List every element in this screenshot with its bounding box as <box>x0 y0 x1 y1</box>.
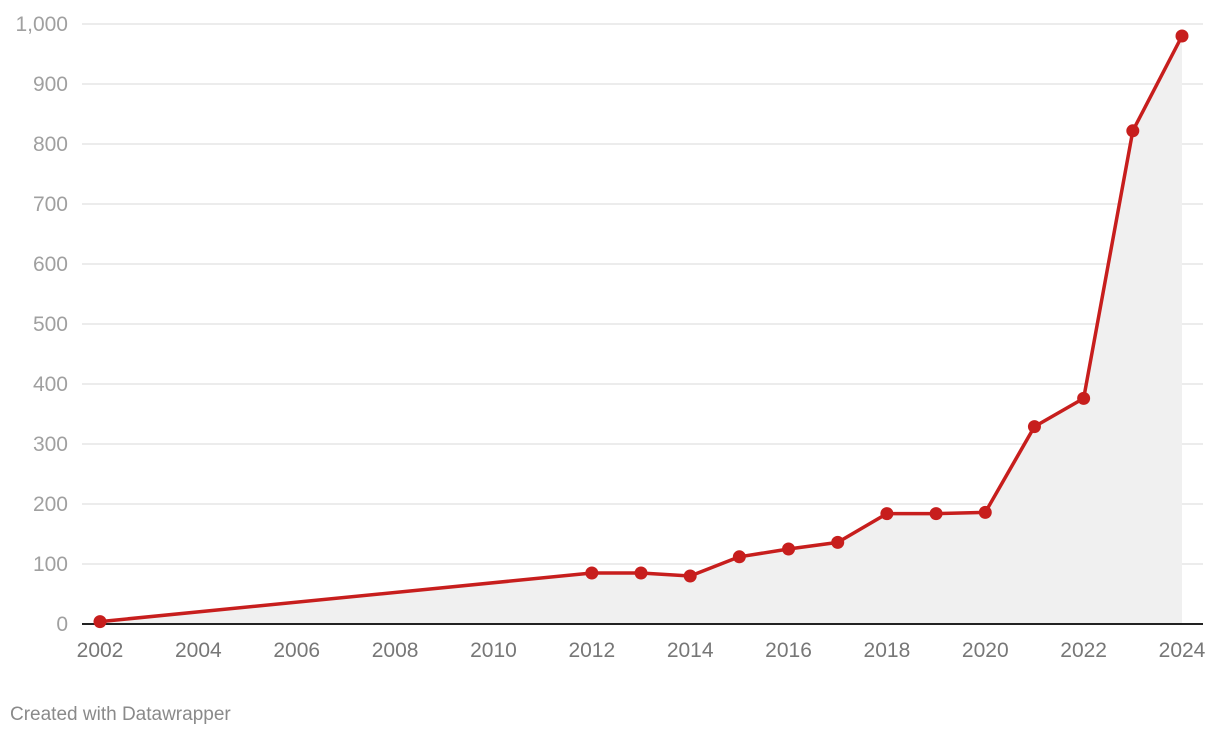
data-point-2023[interactable] <box>1126 124 1140 138</box>
x-tick-label-2002: 2002 <box>77 639 124 662</box>
data-point-2018[interactable] <box>880 507 894 521</box>
x-tick-label-2022: 2022 <box>1060 639 1107 662</box>
x-tick-label-2008: 2008 <box>372 639 419 662</box>
y-tick-label-900: 900 <box>33 73 68 96</box>
x-axis-labels: 2002 2004 2006 2008 2010 2012 2014 2016 2018 2020… <box>77 639 1206 662</box>
x-tick-label-2004: 2004 <box>175 639 222 662</box>
data-point-2012[interactable] <box>585 566 599 580</box>
data-point-2022[interactable] <box>1077 391 1091 405</box>
data-points <box>93 29 1189 629</box>
series-line <box>98 34 1184 624</box>
x-tick-label-2020: 2020 <box>962 639 1009 662</box>
data-point-2021[interactable] <box>1027 420 1041 434</box>
data-point-2017[interactable] <box>831 535 845 549</box>
x-tick-label-2024: 2024 <box>1159 639 1206 662</box>
y-tick-label-600: 600 <box>33 253 68 276</box>
grid-lines <box>82 23 1203 565</box>
data-point-2014[interactable] <box>683 569 697 583</box>
y-tick-label-300: 300 <box>33 433 68 456</box>
x-tick-label-2014: 2014 <box>667 639 714 662</box>
data-point-2013[interactable] <box>634 566 648 580</box>
y-tick-label-500: 500 <box>33 313 68 336</box>
data-point-2002[interactable] <box>93 615 107 629</box>
x-tick-label-2012: 2012 <box>568 639 615 662</box>
series-area-0 <box>100 36 1182 624</box>
y-tick-label-700: 700 <box>33 193 68 216</box>
y-tick-label-800: 800 <box>33 133 68 156</box>
data-point-2015[interactable] <box>732 550 746 564</box>
data-point-2020[interactable] <box>978 505 992 519</box>
data-point-2016[interactable] <box>782 542 796 556</box>
y-tick-label-1000: 1,000 <box>15 13 68 36</box>
footer-credit[interactable]: Created with Datawrapper <box>10 704 231 725</box>
x-tick-label-2010: 2010 <box>470 639 517 662</box>
y-axis-labels: 0 100 200 300 400 500 600 700 800 900 1,000 <box>15 13 68 636</box>
y-tick-label-200: 200 <box>33 493 68 516</box>
data-point-2019[interactable] <box>929 507 943 521</box>
y-tick-label-100: 100 <box>33 553 68 576</box>
area-fill <box>100 36 1182 624</box>
y-tick-label-400: 400 <box>33 373 68 396</box>
series-line-0 <box>98 34 1184 624</box>
x-tick-label-2016: 2016 <box>765 639 812 662</box>
x-tick-label-2018: 2018 <box>864 639 911 662</box>
x-tick-label-2006: 2006 <box>273 639 320 662</box>
data-point-2024[interactable] <box>1175 29 1189 43</box>
y-tick-label-0: 0 <box>56 613 68 636</box>
